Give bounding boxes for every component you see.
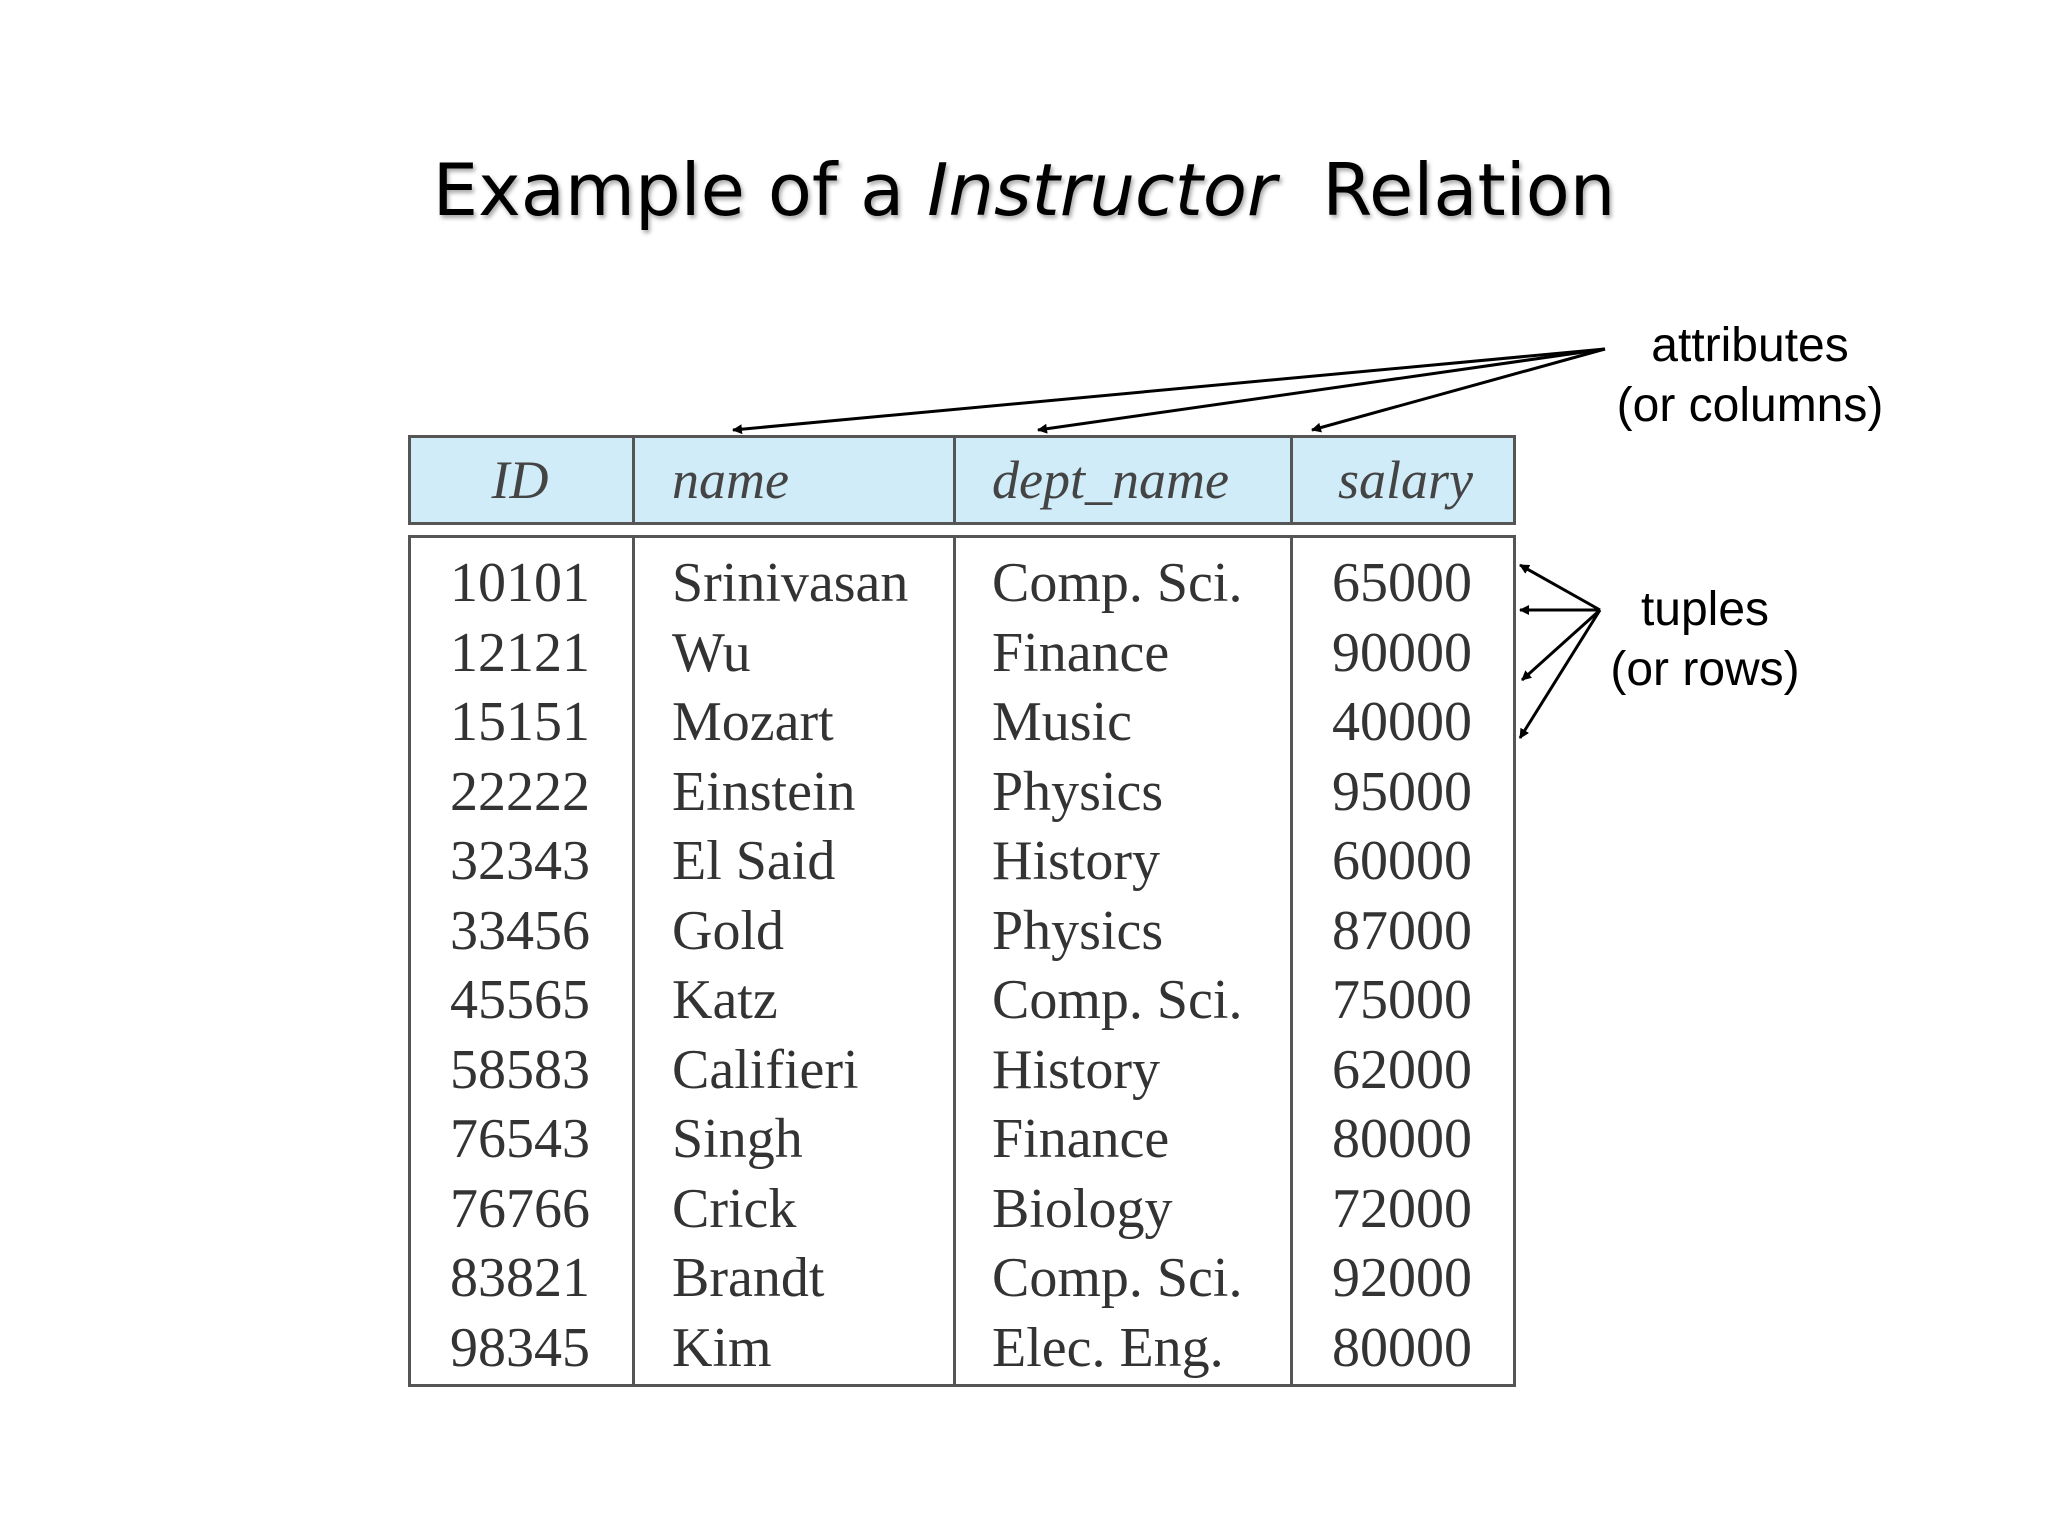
column-header-name: name [672,450,789,510]
attributes-label: attributes [1651,319,1849,372]
column-divider [632,438,635,522]
table-body [408,535,1516,1387]
cell-dept-name: Physics [992,761,1164,823]
cell-id: 76766 [450,1178,590,1240]
cell-salary: 95000 [1332,761,1472,823]
cell-id: 15151 [450,691,590,753]
cell-name: Califieri [672,1039,859,1101]
cell-name: Crick [672,1178,797,1240]
cell-dept-name: Comp. Sci. [992,552,1243,614]
cell-name: El Said [672,830,836,892]
cell-salary: 72000 [1332,1178,1472,1240]
column-divider [1290,538,1293,1384]
tuples-label: tuples [1640,583,1770,636]
cell-id: 83821 [450,1247,590,1309]
cell-dept-name: Finance [992,1108,1170,1170]
cell-dept-name: History [992,830,1160,892]
arrow-to-row-3 [1520,608,1602,682]
cell-dept-name: Comp. Sci. [992,1247,1243,1309]
cell-salary: 87000 [1332,900,1472,962]
cell-name: Katz [672,969,778,1031]
slide-title: Example of a Instructor Relation [0,148,2048,232]
cell-id: 76543 [450,1108,590,1170]
cell-salary: 60000 [1332,830,1472,892]
column-divider [632,538,635,1384]
column-header-id: ID [491,450,549,510]
cell-salary: 65000 [1332,552,1472,614]
cell-salary: 62000 [1332,1039,1472,1101]
arrow-to-dept-name-column [1037,347,1606,434]
title-suffix: Relation [1276,148,1616,232]
cell-dept-name: Finance [992,622,1170,684]
tuples-annotation: tuples (or rows) [1580,580,1830,700]
cell-dept-name: Music [992,691,1132,753]
arrow-to-row-1 [1519,563,1601,612]
cell-salary: 40000 [1332,691,1472,753]
cell-id: 98345 [450,1317,590,1379]
title-prefix: Example of a [432,148,928,232]
cell-id: 22222 [450,761,590,823]
cell-name: Brandt [672,1247,825,1309]
cell-name: Einstein [672,761,856,823]
arrow-to-name-column [732,347,1606,435]
attributes-sublabel: (or columns) [1616,379,1884,432]
cell-salary: 90000 [1332,622,1472,684]
cell-name: Kim [672,1317,772,1379]
table-header-row [408,435,1516,525]
cell-name: Srinivasan [672,552,909,614]
arrow-to-row-4 [1518,609,1602,739]
cell-id: 10101 [450,552,590,614]
cell-dept-name: Comp. Sci. [992,969,1243,1031]
attributes-annotation: attributes (or columns) [1595,316,1905,436]
cell-dept-name: Biology [992,1178,1173,1240]
cell-id: 32343 [450,830,590,892]
cell-name: Wu [672,622,751,684]
cell-id: 12121 [450,622,590,684]
column-divider [953,538,956,1384]
cell-salary: 80000 [1332,1108,1472,1170]
cell-name: Mozart [672,691,834,753]
cell-dept-name: History [992,1039,1160,1101]
column-divider [953,438,956,522]
cell-name: Singh [672,1108,803,1170]
arrow-to-salary-column [1311,347,1606,433]
cell-id: 33456 [450,900,590,962]
cell-dept-name: Elec. Eng. [992,1317,1224,1379]
cell-dept-name: Physics [992,900,1164,962]
column-divider [1290,438,1293,522]
cell-id: 45565 [450,969,590,1031]
title-italic-word: Instructor [927,148,1277,232]
cell-id: 58583 [450,1039,590,1101]
column-header-dept-name: dept_name [992,450,1229,510]
tuples-sublabel: (or rows) [1610,643,1800,696]
cell-name: Gold [672,900,784,962]
cell-salary: 80000 [1332,1317,1472,1379]
cell-salary: 92000 [1332,1247,1472,1309]
cell-salary: 75000 [1332,969,1472,1031]
column-header-salary: salary [1338,450,1473,510]
